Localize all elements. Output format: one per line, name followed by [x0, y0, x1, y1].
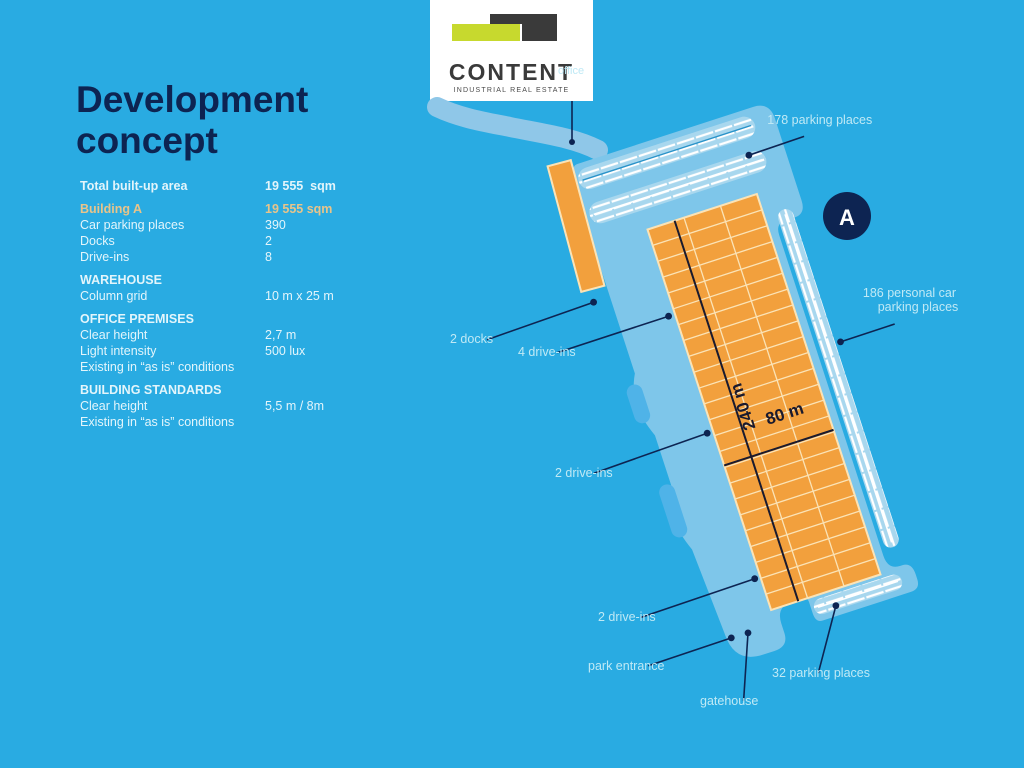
svg-text:186 personal car: 186 personal car [863, 286, 956, 300]
svg-text:4 drive-ins: 4 drive-ins [518, 345, 576, 359]
svg-text:park entrance: park entrance [588, 659, 664, 673]
svg-text:2 docks: 2 docks [450, 332, 493, 346]
svg-text:32 parking places: 32 parking places [772, 666, 870, 680]
svg-text:gatehouse: gatehouse [700, 694, 758, 708]
svg-text:parking places: parking places [878, 300, 959, 314]
svg-text:2 drive-ins: 2 drive-ins [598, 610, 656, 624]
svg-text:A: A [839, 205, 855, 230]
svg-text:178 parking places: 178 parking places [767, 113, 872, 127]
svg-text:office: office [558, 65, 584, 77]
svg-text:2 drive-ins: 2 drive-ins [555, 466, 613, 480]
